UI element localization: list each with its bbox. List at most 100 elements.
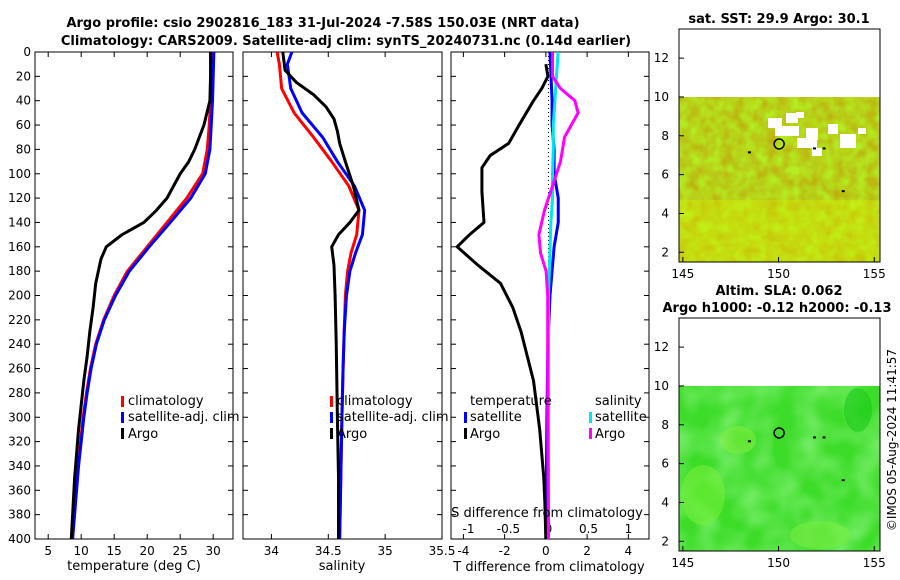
legend-swatch-t-argo: [464, 428, 467, 439]
legend-swatch-argo: [121, 428, 124, 439]
x-tick-label: -2: [499, 544, 511, 558]
series-line-argo: [69, 52, 213, 539]
legend-climatology: climatology: [128, 394, 204, 409]
s-diff-tick-label: 1: [625, 522, 633, 536]
legend-swatch-t-satellite: [464, 412, 467, 423]
difference-legend: temperature satellite Argo salinity sate…: [464, 394, 647, 442]
sla-high-anomaly: [790, 521, 850, 549]
y-tick-label: 80: [16, 142, 31, 156]
series-line-s-argo: [537, 52, 580, 539]
map-x-tick-label: 150: [767, 267, 790, 281]
x-tick-label: 0: [542, 544, 550, 558]
legend-swatch-climatology: [330, 396, 333, 407]
y-tick-label: 380: [8, 508, 31, 522]
legend-argo: Argo: [128, 427, 158, 442]
s-diff-tick-label: -1: [463, 522, 475, 536]
s-diff-tick-label: 0.5: [579, 522, 598, 536]
map-speck: [747, 440, 751, 443]
x-tick-label: 10: [74, 544, 89, 558]
sla-low-anomaly: [844, 388, 872, 432]
legend-swatch-climatology: [121, 396, 124, 407]
y-tick-label: 60: [16, 118, 31, 132]
map-speck: [841, 479, 845, 482]
main-title-line1: Argo profile: csio 2902816_183 31-Jul-20…: [66, 16, 579, 31]
x-tick-label: 20: [140, 544, 155, 558]
sla-high-anomaly: [681, 465, 725, 525]
temperature-legend: climatology satellite-adj. clim Argo: [121, 394, 240, 442]
x-tick-label: 5: [44, 544, 52, 558]
map-y-tick-label: 2: [661, 245, 669, 259]
legend-title-salinity: salinity: [595, 394, 642, 409]
y-tick-label: 40: [16, 94, 31, 108]
sla-high-anomaly: [720, 426, 756, 454]
sst-map-axes: [678, 28, 881, 263]
map-speck: [822, 436, 826, 439]
sla-map-ticks: 145 150 155 2 4 6 8 10 12: [654, 340, 886, 570]
y-tick-label: 140: [8, 215, 31, 229]
x-tick-label: 35.5: [429, 544, 456, 558]
x-tick-label: 30: [206, 544, 221, 558]
series-line-argo: [281, 52, 361, 539]
map-x-tick-label: 145: [671, 556, 694, 570]
y-tick-label: 400: [8, 532, 31, 546]
sla-map-axes: [678, 317, 881, 552]
legend-swatch-s-argo: [589, 428, 592, 439]
legend-climatology: climatology: [337, 394, 413, 409]
sla-map-title: Altim. SLA: 0.062: [716, 284, 843, 299]
map-speck: [813, 147, 816, 150]
t-difference-xlabel: T difference from climatology: [452, 560, 645, 575]
legend-swatch-s-satellite: [589, 412, 592, 423]
legend-swatch-argo: [330, 428, 333, 439]
sst-cloud-mask: [768, 112, 866, 156]
y-tick-label: 340: [8, 459, 31, 473]
y-tick-label: 300: [8, 410, 31, 424]
temperature-xlabel: temperature (deg C): [67, 559, 201, 574]
temperature-series: [69, 52, 216, 539]
map-y-tick-label: 8: [661, 418, 669, 432]
map-y-tick-label: 10: [654, 379, 669, 393]
difference-series: [455, 52, 580, 539]
map-y-tick-label: 12: [654, 51, 669, 65]
x-tick-label: 25: [173, 544, 188, 558]
argo-position-marker: [773, 138, 785, 150]
salinity-xlabel: salinity: [319, 559, 366, 574]
y-tick-label: 360: [8, 483, 31, 497]
legend-s-satellite: satellite: [595, 410, 647, 425]
map-x-tick-label: 150: [767, 556, 790, 570]
legend-title-temperature: temperature: [470, 394, 552, 409]
y-tick-label: 160: [8, 240, 31, 254]
x-tick-label: 15: [107, 544, 122, 558]
sst-map-field: [679, 97, 880, 262]
x-tick-label: 34: [264, 544, 279, 558]
sst-map-title: sat. SST: 29.9 Argo: 30.1: [688, 12, 869, 27]
series-line-s-satellite: [547, 52, 560, 539]
map-y-tick-label: 2: [661, 534, 669, 548]
series-line-satellite-adj-clim: [71, 52, 216, 539]
y-tick-label: 280: [8, 386, 31, 400]
map-x-tick-label: 145: [671, 267, 694, 281]
sst-field-warm-band: [679, 200, 880, 262]
map-y-tick-label: 10: [654, 90, 669, 104]
x-tick-label: 35: [378, 544, 393, 558]
legend-swatch-satellite: [330, 412, 333, 423]
map-y-tick-label: 12: [654, 340, 669, 354]
map-y-tick-label: 4: [661, 495, 669, 509]
map-speck: [841, 190, 845, 193]
salinity-legend: climatology satellite-adj. clim Argo: [330, 394, 449, 442]
s-diff-tick-label: -0.5: [497, 522, 520, 536]
map-speck: [822, 147, 826, 150]
sla-map-field: [679, 386, 880, 551]
map-y-tick-label: 8: [661, 129, 669, 143]
map-y-tick-label: 4: [661, 206, 669, 220]
y-tick-label: 0: [23, 45, 31, 59]
y-tick-label: 20: [16, 69, 31, 83]
sla-map-subtitle: Argo h1000: -0.12 h2000: -0.13: [662, 301, 891, 316]
s-difference-xlabel: S difference from climatology: [451, 506, 643, 521]
y-tick-label: 200: [8, 289, 31, 303]
map-x-tick-label: 155: [863, 267, 886, 281]
x-tick-label: -4: [457, 544, 469, 558]
series-line-t-argo: [455, 63, 550, 539]
legend-t-satellite: satellite: [470, 410, 522, 425]
legend-t-argo: Argo: [470, 427, 500, 442]
